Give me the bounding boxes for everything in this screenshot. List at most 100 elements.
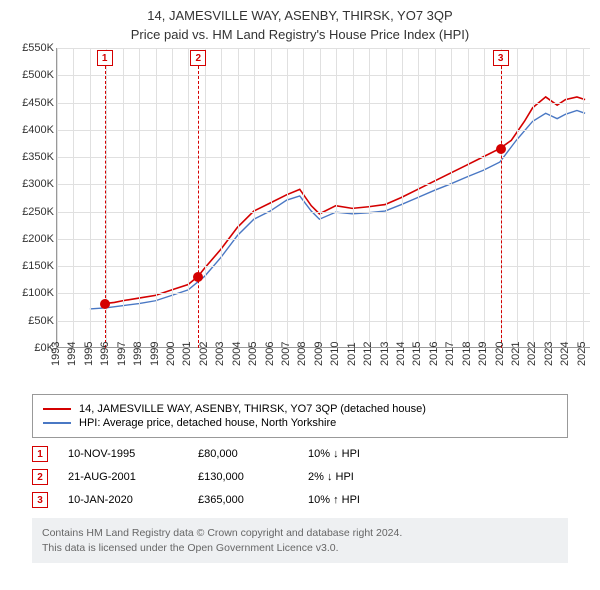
events-table: 1 10-NOV-1995£80,00010% ↓ HPI 2 21-AUG-2001… [32, 446, 568, 508]
marker-box: 3 [493, 50, 509, 66]
gridline-v [451, 48, 452, 347]
x-axis: 1993199419951996199719981999200020012002… [56, 348, 590, 388]
y-tick-label: £100K [22, 287, 54, 299]
legend-swatch [43, 408, 71, 410]
gridline-v [484, 48, 485, 347]
x-tick-label: 1998 [132, 342, 144, 366]
x-tick-label: 2007 [280, 342, 292, 366]
footer-line1: Contains HM Land Registry data © Crown c… [42, 526, 558, 541]
y-tick-label: £500K [22, 69, 54, 81]
legend-label: 14, JAMESVILLE WAY, ASENBY, THIRSK, YO7 … [79, 403, 426, 415]
marker-line [198, 66, 199, 348]
event-marker-box: 2 [32, 469, 48, 485]
x-tick-label: 2018 [461, 342, 473, 366]
x-tick-label: 2006 [264, 342, 276, 366]
gridline-v [254, 48, 255, 347]
x-tick-label: 1995 [83, 342, 95, 366]
x-tick-label: 1997 [116, 342, 128, 366]
gridline-v [320, 48, 321, 347]
x-tick-label: 2008 [296, 342, 308, 366]
marker-dot [100, 299, 110, 309]
event-hpi-delta: 10% ↓ HPI [308, 448, 360, 460]
event-row: 3 10-JAN-2020£365,00010% ↑ HPI [32, 492, 568, 508]
gridline-h [57, 293, 590, 294]
x-tick-label: 2025 [576, 342, 588, 366]
gridline-h [57, 130, 590, 131]
marker-box: 2 [190, 50, 206, 66]
y-tick-label: £200K [22, 233, 54, 245]
gridline-h [57, 184, 590, 185]
event-date: 21-AUG-2001 [68, 471, 198, 483]
x-tick-label: 1993 [50, 342, 62, 366]
marker-line [501, 66, 502, 348]
event-date: 10-NOV-1995 [68, 448, 198, 460]
chart-lines [57, 48, 590, 347]
event-hpi-delta: 2% ↓ HPI [308, 471, 354, 483]
gridline-v [583, 48, 584, 347]
y-tick-label: £550K [22, 42, 54, 54]
x-tick-label: 2015 [411, 342, 423, 366]
gridline-v [156, 48, 157, 347]
x-tick-label: 2003 [214, 342, 226, 366]
marker-dot [496, 144, 506, 154]
y-tick-label: £400K [22, 124, 54, 136]
title-address: 14, JAMESVILLE WAY, ASENBY, THIRSK, YO7 … [10, 8, 590, 23]
y-tick-label: £300K [22, 178, 54, 190]
gridline-v [123, 48, 124, 347]
title-block: 14, JAMESVILLE WAY, ASENBY, THIRSK, YO7 … [10, 8, 590, 42]
gridline-h [57, 266, 590, 267]
event-date: 10-JAN-2020 [68, 494, 198, 506]
y-tick-label: £350K [22, 151, 54, 163]
event-row: 1 10-NOV-1995£80,00010% ↓ HPI [32, 446, 568, 462]
event-price: £365,000 [198, 494, 308, 506]
chart: £0K£50K£100K£150K£200K£250K£300K£350K£40… [10, 48, 590, 388]
gridline-v [386, 48, 387, 347]
gridline-v [353, 48, 354, 347]
x-tick-label: 2022 [526, 342, 538, 366]
x-tick-label: 2014 [395, 342, 407, 366]
gridline-v [468, 48, 469, 347]
x-tick-label: 2024 [559, 342, 571, 366]
x-tick-label: 2013 [379, 342, 391, 366]
x-tick-label: 2023 [543, 342, 555, 366]
x-tick-label: 2011 [346, 342, 358, 366]
legend: 14, JAMESVILLE WAY, ASENBY, THIRSK, YO7 … [32, 394, 568, 438]
event-marker-box: 1 [32, 446, 48, 462]
gridline-v [402, 48, 403, 347]
gridline-h [57, 157, 590, 158]
y-tick-label: £150K [22, 260, 54, 272]
x-tick-label: 2010 [329, 342, 341, 366]
y-tick-label: £450K [22, 97, 54, 109]
legend-swatch [43, 422, 71, 424]
x-tick-label: 2000 [165, 342, 177, 366]
gridline-h [57, 75, 590, 76]
gridline-v [271, 48, 272, 347]
y-axis: £0K£50K£100K£150K£200K£250K£300K£350K£40… [10, 48, 56, 348]
gridline-h [57, 103, 590, 104]
gridline-v [57, 48, 58, 347]
event-hpi-delta: 10% ↑ HPI [308, 494, 360, 506]
gridline-v [550, 48, 551, 347]
gridline-h [57, 239, 590, 240]
plot-area: 123 [56, 48, 590, 348]
x-tick-label: 2019 [477, 342, 489, 366]
x-tick-label: 1996 [99, 342, 111, 366]
x-tick-label: 1994 [66, 342, 78, 366]
event-price: £130,000 [198, 471, 308, 483]
legend-label: HPI: Average price, detached house, Nort… [79, 417, 336, 429]
gridline-v [533, 48, 534, 347]
x-tick-label: 2002 [198, 342, 210, 366]
event-marker-box: 3 [32, 492, 48, 508]
x-tick-label: 2021 [510, 342, 522, 366]
gridline-v [172, 48, 173, 347]
gridline-v [238, 48, 239, 347]
chart-container: 14, JAMESVILLE WAY, ASENBY, THIRSK, YO7 … [0, 0, 600, 573]
y-tick-label: £50K [28, 315, 54, 327]
event-price: £80,000 [198, 448, 308, 460]
gridline-v [303, 48, 304, 347]
gridline-h [57, 321, 590, 322]
gridline-v [435, 48, 436, 347]
event-row: 2 21-AUG-2001£130,0002% ↓ HPI [32, 469, 568, 485]
gridline-v [287, 48, 288, 347]
gridline-h [57, 212, 590, 213]
